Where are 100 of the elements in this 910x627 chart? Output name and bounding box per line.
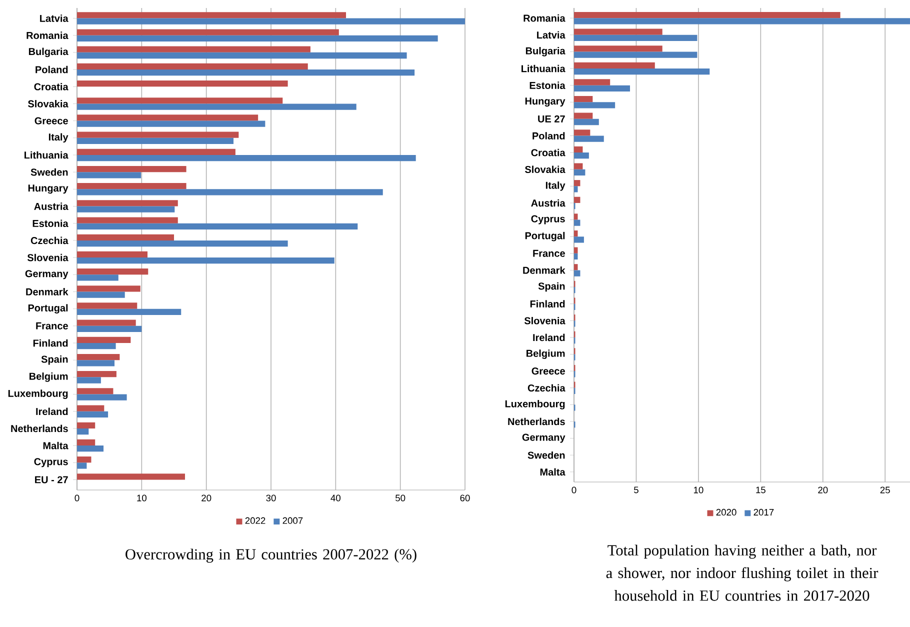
x-tick-label: 10 bbox=[137, 494, 146, 502]
y-tick-label: Germany bbox=[25, 270, 68, 280]
bar bbox=[77, 388, 114, 394]
y-tick-label: Malta bbox=[43, 442, 68, 450]
x-tick-label: 20 bbox=[818, 486, 828, 494]
y-tick-label: Germany bbox=[522, 434, 566, 443]
bar bbox=[574, 96, 593, 102]
y-tick-label: Cyprus bbox=[34, 458, 68, 468]
bar bbox=[77, 394, 127, 400]
bar bbox=[77, 223, 358, 230]
bar bbox=[77, 411, 108, 418]
y-tick-label: Greece bbox=[532, 368, 565, 375]
x-tick-label: 0 bbox=[572, 486, 576, 494]
y-tick-label: Portugal bbox=[28, 304, 68, 314]
bar bbox=[77, 456, 92, 463]
bar bbox=[574, 236, 584, 243]
bar bbox=[77, 234, 174, 240]
bar bbox=[574, 102, 616, 108]
bar bbox=[574, 163, 583, 170]
y-tick-label: Hungary bbox=[28, 184, 68, 194]
y-tick-label: Hungary bbox=[525, 98, 566, 107]
y-tick-label: UE 27 bbox=[538, 115, 565, 122]
bar bbox=[77, 251, 148, 258]
bar bbox=[77, 474, 185, 480]
y-tick-label: Belgium bbox=[526, 350, 565, 359]
bar bbox=[77, 308, 182, 315]
bar bbox=[574, 85, 630, 92]
x-tick-label: 10 bbox=[694, 486, 704, 494]
bar bbox=[574, 230, 578, 237]
bar bbox=[77, 274, 118, 281]
bar bbox=[77, 132, 239, 138]
y-tick-label: Bulgaria bbox=[526, 47, 566, 56]
bar bbox=[77, 336, 131, 343]
y-tick-label: Croatia bbox=[531, 148, 566, 156]
x-tick-label: 25 bbox=[880, 486, 890, 494]
bar bbox=[77, 360, 115, 366]
bar bbox=[574, 118, 599, 126]
bar bbox=[77, 258, 334, 264]
bar bbox=[574, 214, 578, 220]
bar bbox=[77, 200, 178, 206]
bar bbox=[574, 62, 655, 69]
y-tick-label: Netherlands bbox=[11, 424, 68, 432]
bar bbox=[574, 220, 580, 226]
legend-label: 2022 bbox=[245, 517, 266, 524]
x-tick-label: 20 bbox=[202, 494, 212, 502]
y-tick-label: France bbox=[36, 322, 68, 330]
y-tick-label: Spain bbox=[41, 355, 68, 365]
legend-label: 2007 bbox=[282, 517, 303, 524]
bar bbox=[77, 354, 120, 360]
y-tick-label: Bulgaria bbox=[28, 48, 68, 58]
y-tick-label: Austria bbox=[34, 202, 68, 210]
bar bbox=[77, 35, 438, 42]
legend-label: 2017 bbox=[754, 508, 774, 516]
y-tick-label: Slovenia bbox=[27, 254, 68, 262]
y-tick-label: Netherlands bbox=[508, 418, 565, 426]
bar bbox=[77, 377, 101, 384]
y-tick-label: Estonia bbox=[530, 82, 566, 89]
bar bbox=[77, 405, 104, 412]
bar bbox=[574, 169, 586, 176]
bar bbox=[77, 166, 186, 172]
bar bbox=[77, 46, 310, 52]
y-tick-label: Sweden bbox=[528, 451, 565, 459]
x-tick-label: 40 bbox=[330, 494, 340, 502]
y-tick-label: Ireland bbox=[533, 334, 565, 342]
y-tick-label: Luxembourg bbox=[8, 390, 68, 399]
y-tick-label: Italy bbox=[546, 182, 566, 191]
bar bbox=[77, 18, 465, 24]
bar bbox=[77, 371, 116, 378]
bar bbox=[77, 206, 175, 212]
bar bbox=[574, 34, 698, 42]
x-tick-label: 30 bbox=[266, 494, 276, 502]
bar bbox=[77, 446, 104, 452]
y-tick-label: Czechia bbox=[30, 236, 68, 244]
y-tick-label: Finland bbox=[33, 339, 68, 347]
y-tick-label: Romania bbox=[26, 32, 68, 40]
bar bbox=[77, 286, 140, 292]
text: Total population having neither a bath, nor a shower, nor indoor flushing toilet in their household in EU countries in 2017-2020 bbox=[606, 544, 878, 601]
bar bbox=[77, 240, 288, 247]
bar bbox=[77, 12, 346, 18]
bar bbox=[77, 292, 125, 298]
y-tick-label: Lithuania bbox=[522, 64, 566, 72]
y-tick-label: Italy bbox=[48, 133, 68, 143]
y-tick-label: EU - 27 bbox=[35, 476, 68, 484]
bar bbox=[574, 112, 593, 119]
bar bbox=[77, 189, 383, 196]
bar bbox=[77, 148, 236, 155]
x-tick-label: 50 bbox=[396, 494, 406, 502]
x-tick-label: 0 bbox=[74, 494, 80, 502]
bar bbox=[574, 12, 840, 18]
bar bbox=[77, 98, 283, 104]
bar bbox=[77, 343, 116, 350]
bar bbox=[77, 183, 186, 190]
y-tick-label: Austria bbox=[531, 199, 566, 207]
bar bbox=[77, 326, 142, 332]
bar bbox=[574, 196, 580, 203]
bar bbox=[77, 302, 138, 309]
bar bbox=[574, 180, 580, 186]
y-tick-label: Greece bbox=[34, 117, 68, 124]
y-tick-label: Portugal bbox=[525, 232, 565, 242]
bar bbox=[574, 264, 578, 270]
